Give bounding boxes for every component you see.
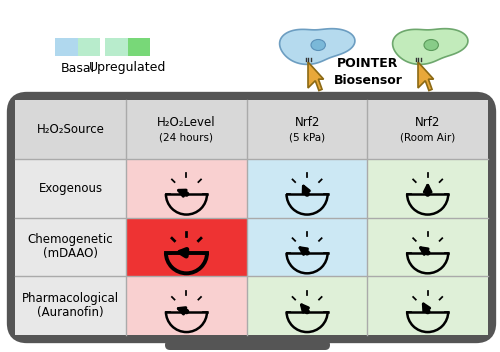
FancyBboxPatch shape	[15, 100, 488, 159]
Bar	[126, 218, 247, 276]
Bar	[55, 38, 78, 56]
Bar	[15, 159, 126, 218]
Polygon shape	[308, 62, 324, 90]
Bar	[15, 218, 126, 276]
Text: (24 hours): (24 hours)	[160, 132, 214, 142]
Circle shape	[305, 192, 309, 196]
Bar	[126, 276, 247, 335]
Circle shape	[426, 192, 430, 196]
FancyBboxPatch shape	[11, 96, 492, 339]
Bar	[368, 218, 488, 276]
Circle shape	[426, 309, 430, 314]
Bar	[247, 218, 368, 276]
Circle shape	[184, 192, 188, 196]
Text: Exogenous: Exogenous	[38, 182, 102, 195]
Circle shape	[184, 309, 188, 314]
Text: (Room Air): (Room Air)	[400, 132, 456, 142]
Bar	[247, 159, 368, 218]
Ellipse shape	[424, 39, 438, 50]
Ellipse shape	[311, 39, 326, 50]
Text: Basal: Basal	[60, 62, 94, 75]
Bar	[78, 38, 100, 56]
Text: (5 kPa): (5 kPa)	[289, 132, 325, 142]
Bar	[128, 38, 150, 56]
Text: Upregulated: Upregulated	[89, 62, 166, 75]
Polygon shape	[392, 29, 468, 64]
Polygon shape	[280, 29, 355, 64]
Bar	[126, 159, 247, 218]
Text: Chemogenetic: Chemogenetic	[28, 233, 114, 246]
FancyBboxPatch shape	[15, 100, 488, 335]
Text: Nrf2: Nrf2	[415, 116, 440, 129]
Text: Pharmacological: Pharmacological	[22, 292, 119, 305]
Polygon shape	[418, 62, 434, 90]
Bar	[105, 38, 128, 56]
Circle shape	[426, 251, 430, 255]
Text: Nrf2: Nrf2	[294, 116, 320, 129]
Text: H₂O₂Level: H₂O₂Level	[157, 116, 216, 129]
Bar	[15, 276, 126, 335]
Bar	[368, 276, 488, 335]
Bar	[247, 276, 368, 335]
Text: (Auranofin): (Auranofin)	[38, 306, 104, 319]
Circle shape	[305, 251, 309, 255]
Circle shape	[305, 309, 309, 314]
FancyBboxPatch shape	[165, 340, 330, 350]
Text: H₂O₂Source: H₂O₂Source	[36, 123, 104, 136]
Text: POINTER
Biosensor: POINTER Biosensor	[334, 57, 402, 87]
Circle shape	[184, 251, 188, 255]
Text: (mDAAO): (mDAAO)	[43, 247, 98, 260]
Bar	[368, 159, 488, 218]
